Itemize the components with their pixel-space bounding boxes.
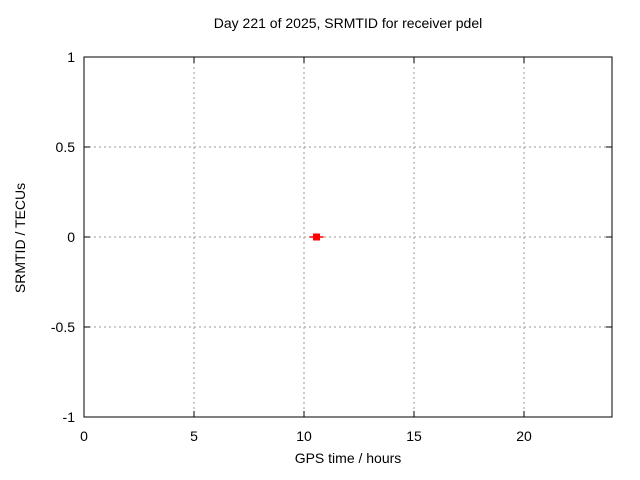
x-tick-label: 5	[190, 428, 198, 444]
chart-title: Day 221 of 2025, SRMTID for receiver pde…	[213, 15, 483, 31]
y-tick-label: 0	[67, 229, 75, 245]
x-tick-label: 0	[80, 428, 88, 444]
y-tick-label: 1	[67, 49, 75, 65]
x-axis-label: GPS time / hours	[294, 450, 402, 466]
y-tick-label: -1	[63, 409, 76, 425]
y-tick-label: -0.5	[51, 319, 75, 335]
data-point	[313, 233, 321, 241]
plot-border	[83, 56, 613, 418]
x-tick-label: 20	[516, 428, 532, 444]
y-tick-label: 0.5	[56, 139, 76, 155]
x-tick-label: 10	[296, 428, 312, 444]
y-axis-label: SRMTID / TECUs	[12, 182, 28, 294]
x-tick-label: 15	[406, 428, 422, 444]
